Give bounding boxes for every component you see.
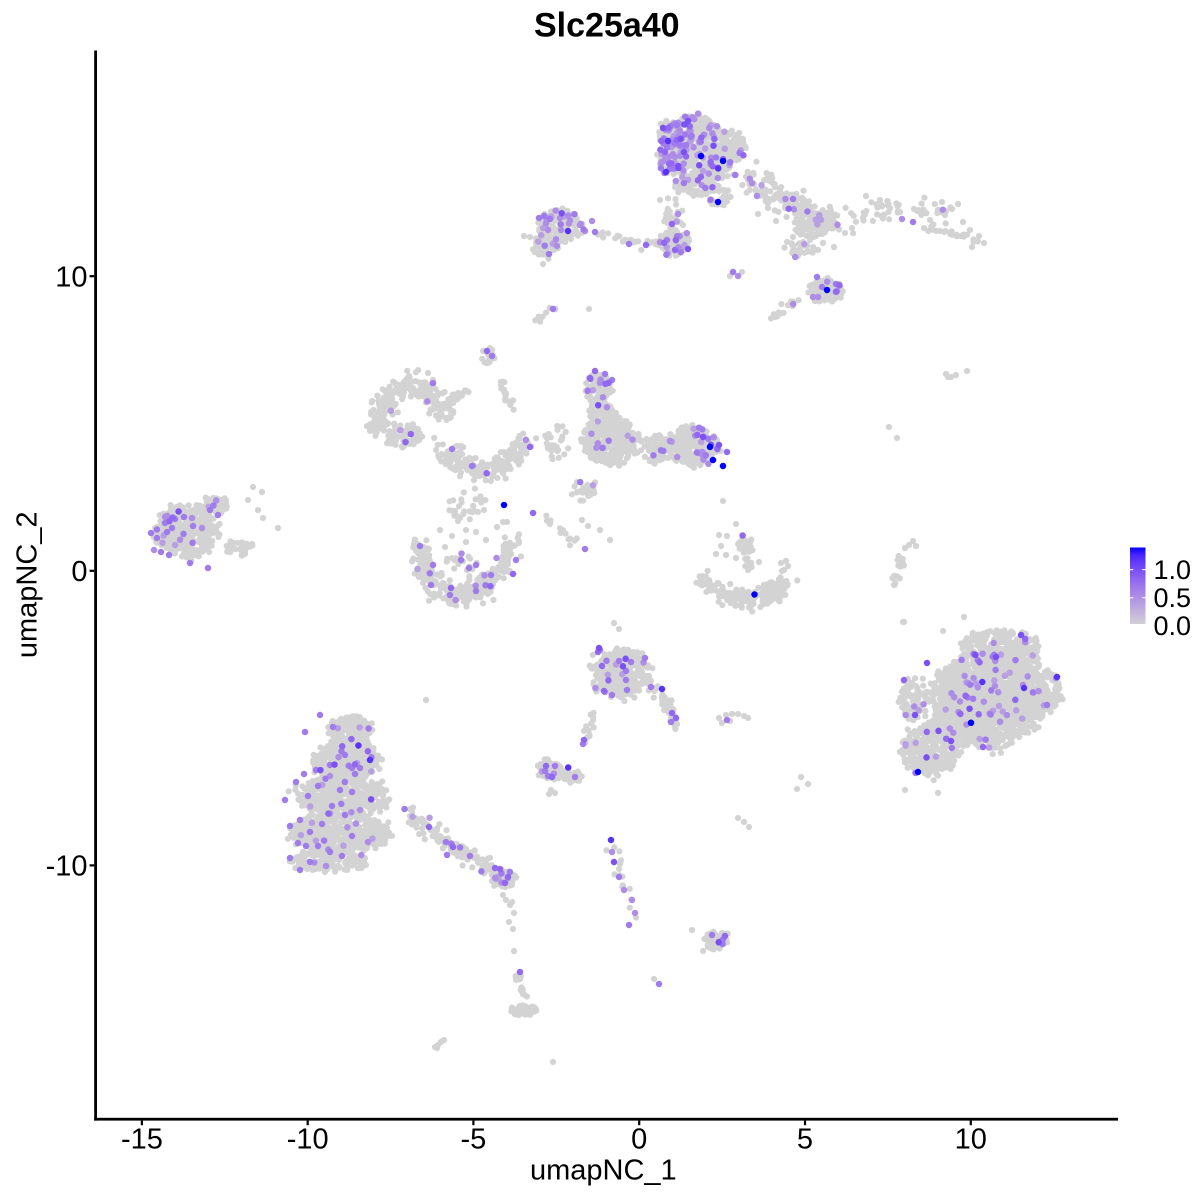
svg-text:umapNC_1: umapNC_1 <box>530 1155 677 1187</box>
svg-text:1.0: 1.0 <box>1154 555 1192 585</box>
svg-text:-10: -10 <box>46 851 88 883</box>
svg-text:0.5: 0.5 <box>1154 583 1192 613</box>
svg-text:-5: -5 <box>461 1124 487 1156</box>
svg-text:10: 10 <box>55 262 87 294</box>
svg-text:0: 0 <box>631 1124 647 1156</box>
svg-text:-10: -10 <box>287 1124 329 1156</box>
svg-text:Slc25a40: Slc25a40 <box>534 7 680 45</box>
svg-text:5: 5 <box>797 1124 813 1156</box>
svg-text:0.0: 0.0 <box>1154 611 1192 641</box>
svg-text:10: 10 <box>955 1124 987 1156</box>
svg-text:umapNC_2: umapNC_2 <box>12 511 44 658</box>
svg-text:0: 0 <box>71 556 87 588</box>
svg-text:-15: -15 <box>121 1124 163 1156</box>
